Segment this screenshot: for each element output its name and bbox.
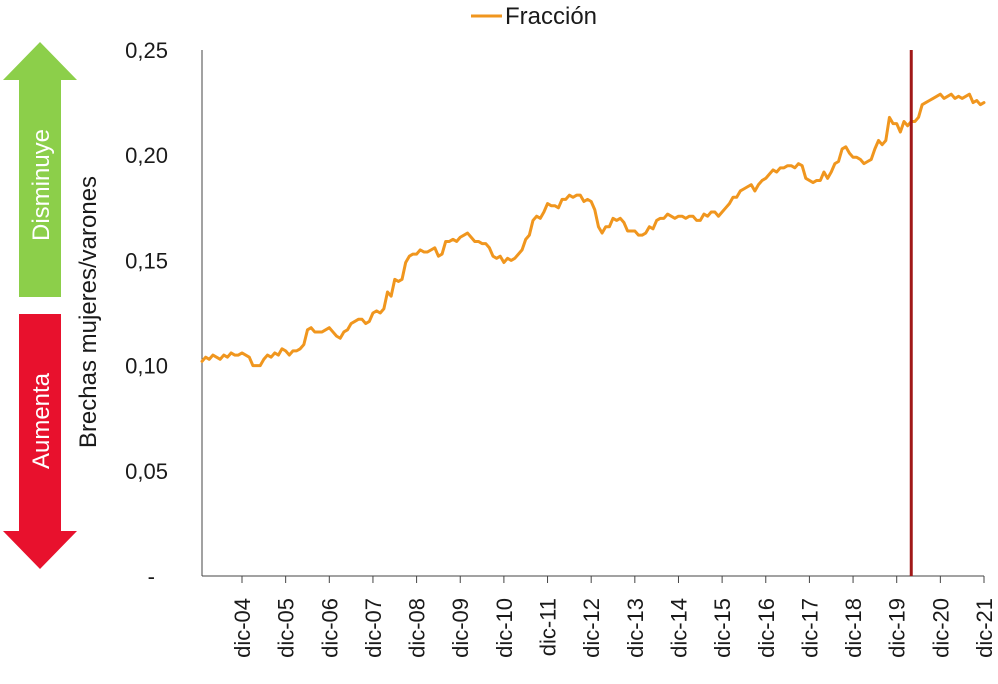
x-tick-label: dic-06 bbox=[317, 598, 342, 658]
arrow-up-icon bbox=[3, 42, 77, 297]
arrow-down-aumenta: Aumenta bbox=[3, 314, 77, 569]
y-tick-label: 0,25 bbox=[125, 38, 168, 63]
x-tick-label: dic-05 bbox=[274, 598, 299, 658]
series-line-fraccion bbox=[200, 92, 986, 368]
y-tick-label: 0,10 bbox=[125, 354, 168, 379]
x-tick-label: dic-12 bbox=[579, 598, 604, 658]
x-tick-label: dic-19 bbox=[885, 598, 910, 658]
x-tick-label: dic-15 bbox=[710, 598, 735, 658]
y-axis-title: Brechas mujeres/varones bbox=[75, 176, 102, 448]
arrow-up-disminuye: Disminuye bbox=[3, 42, 77, 297]
y-tick-label: 0,20 bbox=[125, 143, 168, 168]
x-tick-label: dic-16 bbox=[754, 598, 779, 658]
arrow-down-label: Aumenta bbox=[28, 372, 55, 469]
x-tick-label: dic-09 bbox=[448, 598, 473, 658]
x-tick-label: dic-11 bbox=[536, 598, 561, 656]
x-tick-label: dic-13 bbox=[623, 598, 648, 658]
x-tick-label: dic-04 bbox=[230, 598, 255, 658]
x-tick-label: dic-21 bbox=[972, 598, 997, 658]
legend: Fracción bbox=[471, 3, 597, 30]
y-tick-label: 0,05 bbox=[125, 459, 168, 484]
x-tick-label: dic-08 bbox=[405, 598, 430, 658]
x-tick-label: dic-14 bbox=[666, 598, 691, 658]
x-tick-label: dic-17 bbox=[797, 598, 822, 658]
y-axis-ticks: - 0,05 0,10 0,15 0,20 0,25 bbox=[125, 38, 168, 589]
arrow-down-icon bbox=[3, 314, 77, 569]
x-tick-label: dic-10 bbox=[492, 598, 517, 658]
x-tick-label: dic-18 bbox=[841, 598, 866, 658]
legend-label-fraccion: Fracción bbox=[505, 3, 597, 30]
y-tick-label: - bbox=[148, 564, 155, 589]
x-tick-label: dic-07 bbox=[361, 598, 386, 658]
arrow-up-label: Disminuye bbox=[28, 129, 55, 241]
x-axis-ticks: dic-04 dic-05 dic-06 dic-07 dic-08 dic-09 dic-… bbox=[230, 576, 997, 658]
x-tick-label: dic-20 bbox=[928, 598, 953, 658]
y-tick-label: 0,15 bbox=[125, 248, 168, 273]
